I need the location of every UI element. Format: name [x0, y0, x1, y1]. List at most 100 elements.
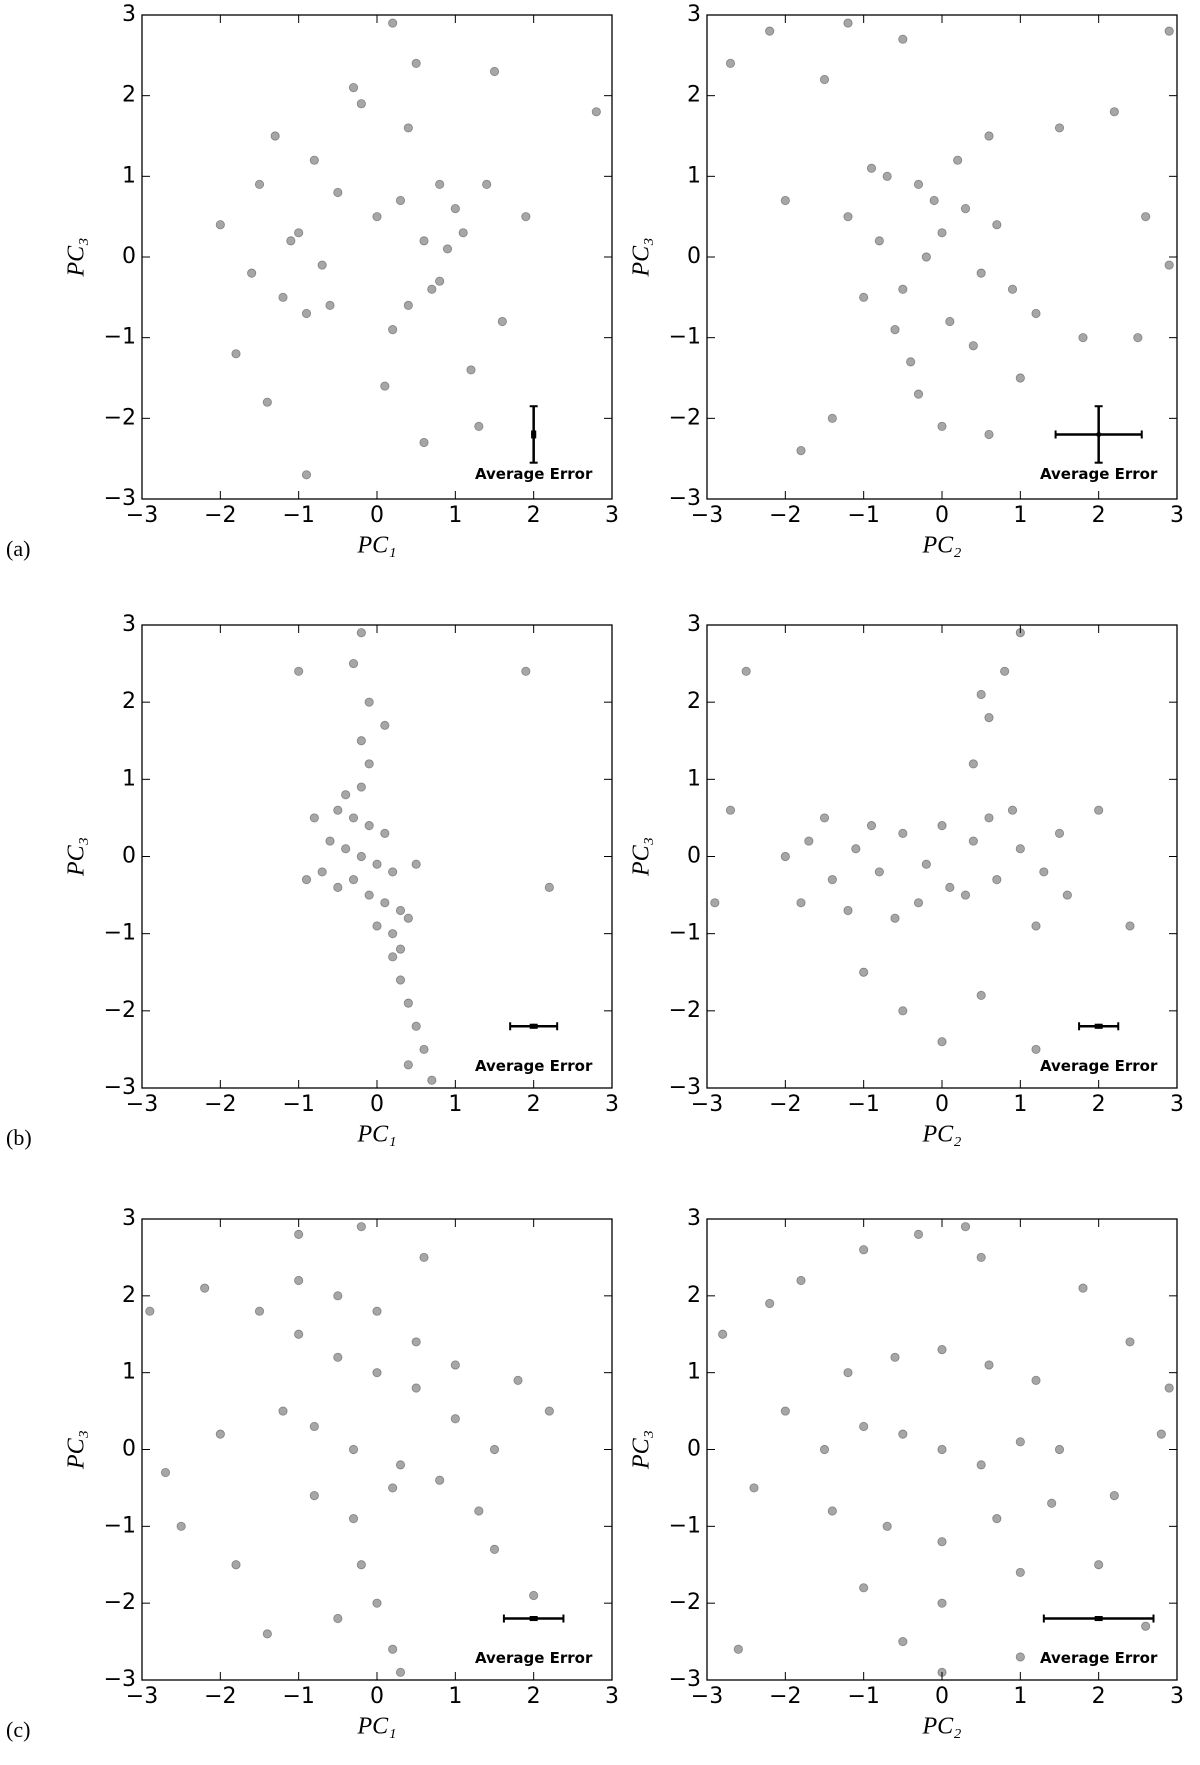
- y-tick-label: −2: [669, 998, 701, 1023]
- point: [380, 381, 390, 391]
- point: [325, 836, 335, 846]
- point: [1164, 26, 1174, 36]
- x-axis-label: PC₁: [356, 533, 396, 559]
- point: [341, 844, 351, 854]
- point: [765, 1298, 775, 1309]
- point: [921, 859, 931, 869]
- point: [1007, 805, 1018, 815]
- point: [403, 998, 413, 1008]
- point: [937, 1444, 947, 1455]
- axes-frame: [141, 624, 613, 1089]
- point: [859, 967, 869, 977]
- point: [482, 179, 492, 189]
- x-axis-label: PC₁: [356, 1714, 396, 1740]
- point: [843, 212, 853, 222]
- point: [796, 898, 806, 908]
- point: [262, 1629, 272, 1639]
- point: [388, 929, 398, 939]
- y-tick-label: −2: [104, 998, 136, 1023]
- point: [1164, 260, 1174, 270]
- point: [819, 813, 830, 823]
- point: [435, 1475, 445, 1485]
- point: [395, 195, 406, 206]
- x-tick-label: −1: [282, 503, 314, 528]
- x-tick-label: −2: [769, 1092, 801, 1117]
- point: [388, 18, 398, 28]
- point: [1000, 666, 1010, 676]
- x-tick-label: 2: [1092, 1092, 1106, 1117]
- point: [976, 689, 986, 700]
- panel-label: (c): [6, 1717, 30, 1742]
- point: [898, 828, 908, 838]
- point: [906, 357, 916, 367]
- point: [254, 179, 265, 189]
- error-center: [531, 1616, 537, 1622]
- point: [725, 805, 736, 815]
- panel: Average Error −3 −2 −1 0 1 2 3 −3 −2 −1 0 1 2 3 PC₂ PC₃: [629, 2, 1185, 559]
- point: [976, 268, 986, 278]
- point: [419, 1252, 429, 1263]
- point: [1109, 107, 1119, 117]
- x-tick-label: 1: [1013, 1684, 1027, 1709]
- point: [309, 813, 319, 823]
- axes-frame: [141, 1218, 613, 1681]
- x-tick-label: −3: [126, 503, 158, 528]
- point: [1054, 828, 1065, 838]
- points: [718, 1222, 1174, 1677]
- point: [301, 470, 312, 480]
- point: [843, 905, 853, 916]
- x-axis-label: PC₂: [921, 1122, 961, 1148]
- point: [913, 179, 924, 189]
- error-center: [531, 431, 537, 437]
- y-tick-label: 0: [687, 844, 701, 869]
- point: [1015, 1652, 1025, 1662]
- point: [725, 58, 736, 69]
- point: [372, 1368, 382, 1378]
- point: [976, 1460, 986, 1470]
- x-tick-label: −1: [847, 1684, 879, 1709]
- point: [976, 990, 986, 1001]
- panel: Average Error −3 −2 −1 0 1 2 3 −3 −2 −1 0 1 2 3 PC₁ PC₃: [64, 2, 620, 559]
- x-tick-label: 3: [1170, 1092, 1184, 1117]
- error-center: [1096, 1023, 1102, 1029]
- panel: Average Error −3 −2 −1 0 1 2 3 −3 −2 −1 0 1 2 3 PC₂ PC₃: [629, 612, 1185, 1148]
- point: [348, 813, 359, 823]
- point: [1078, 1283, 1088, 1293]
- point: [427, 1075, 437, 1085]
- point: [380, 720, 390, 730]
- y-axis-label: PC₃: [64, 837, 90, 877]
- y-tick-label: 3: [687, 1206, 701, 1231]
- point: [395, 905, 406, 916]
- point: [1031, 308, 1041, 319]
- y-tick-label: −3: [104, 1075, 136, 1100]
- point: [372, 1598, 382, 1608]
- point: [372, 1306, 382, 1316]
- point: [372, 859, 382, 869]
- point: [953, 155, 963, 165]
- point: [913, 1229, 924, 1239]
- point: [1039, 867, 1049, 877]
- point: [968, 836, 978, 846]
- point: [395, 975, 406, 985]
- point: [301, 308, 312, 319]
- x-tick-label: 3: [605, 1684, 619, 1709]
- x-tick-label: −1: [847, 1092, 879, 1117]
- point: [929, 195, 939, 206]
- point: [1054, 1444, 1065, 1455]
- point: [450, 1414, 460, 1424]
- point: [937, 1345, 947, 1355]
- point: [937, 228, 947, 238]
- y-tick-label: 3: [122, 612, 136, 637]
- point: [749, 1483, 759, 1493]
- point: [215, 220, 225, 230]
- y-axis-label: PC₃: [64, 237, 90, 277]
- point: [859, 1421, 869, 1432]
- x-tick-label: −2: [204, 503, 236, 528]
- point: [356, 736, 366, 746]
- point: [403, 1060, 413, 1070]
- point: [968, 341, 978, 351]
- point: [544, 1406, 554, 1416]
- point: [529, 1590, 539, 1601]
- point: [874, 867, 884, 877]
